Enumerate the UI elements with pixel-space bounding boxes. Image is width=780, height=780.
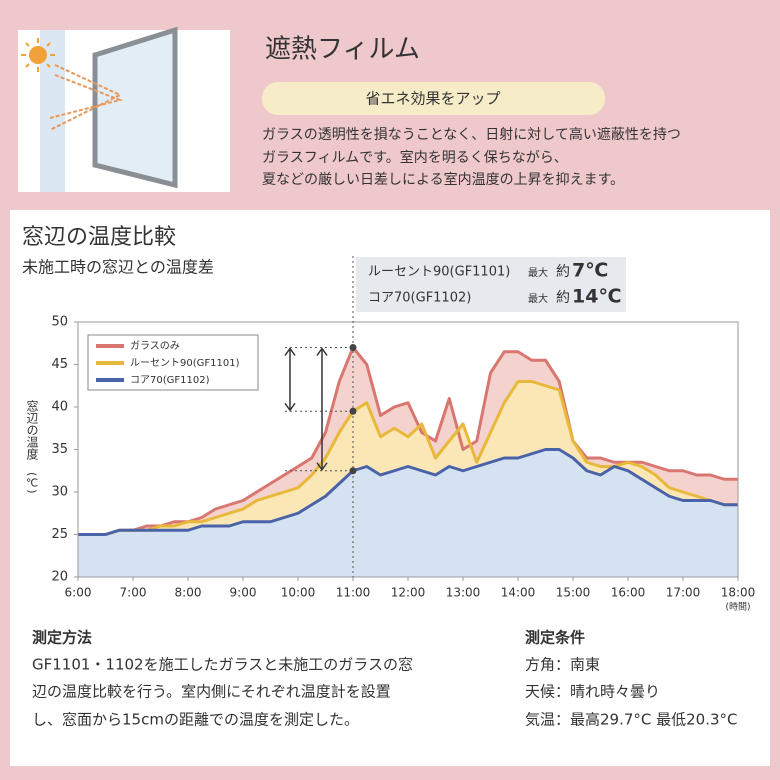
description: ガラスの透明性を損なうことなく、日射に対して高い遮蔽性を持つ	[262, 126, 681, 143]
y-tick-label: 20	[51, 570, 68, 585]
body-text: 辺の温度比較を行う。室内側にそれぞれ温度計を設置	[32, 683, 391, 701]
arrow-head	[284, 347, 296, 412]
annotation-diff: 7℃	[572, 260, 608, 282]
body-text: 天候：晴れ時々曇り	[525, 683, 660, 701]
y-label: 窓辺の温度	[25, 399, 39, 460]
peak-dot	[349, 467, 357, 475]
annotation-max: 最大	[528, 292, 548, 305]
x-tick-label: 17:00	[666, 586, 701, 600]
x-tick-label: 18:00	[721, 586, 756, 600]
x-tick-label: 6:00	[65, 586, 92, 600]
x-tick-label: 14:00	[501, 586, 536, 600]
x-tick-label: 16:00	[611, 586, 646, 600]
y-tick-label: 30	[51, 485, 68, 500]
annotation-diff: 14℃	[572, 286, 621, 308]
legend-label: ルーセント90(GF1101)	[130, 357, 240, 369]
y-tick-label: 25	[51, 527, 68, 542]
body-text: GF1101・1102を施工したガラスと未施工のガラスの窓	[32, 656, 413, 674]
description: 夏などの厳しい日差しによる室内温度の上昇を抑えます。	[262, 171, 624, 188]
y-tick-label: 35	[51, 442, 68, 457]
annotation-approx: 約	[556, 264, 570, 280]
legend-label: コア70(GF1102)	[130, 375, 210, 386]
x-tick-label: 13:00	[446, 586, 481, 600]
badge-text: 省エネ効果をアップ	[365, 90, 500, 108]
section-title: 測定方法	[32, 629, 92, 647]
chart-subtitle: 未施工時の窓辺との温度差	[22, 258, 214, 277]
x-tick-label: 11:00	[336, 586, 371, 600]
x-tick-label: 7:00	[120, 586, 147, 600]
x-tick-label: 9:00	[230, 586, 257, 600]
section-title: 測定条件	[525, 629, 585, 647]
line	[78, 380, 738, 536]
line	[78, 448, 738, 536]
peak-dot	[349, 344, 357, 351]
annotation-max: 最大	[528, 266, 548, 279]
chart-title: 窓辺の温度比較	[22, 225, 176, 250]
y-tick-label: 50	[51, 315, 68, 330]
x-tick-label: 8:00	[175, 586, 202, 600]
illustration	[18, 26, 230, 192]
annotation-approx: 約	[556, 290, 570, 306]
y-unit: (℃)	[26, 472, 39, 494]
x-tick-label: 10:00	[281, 586, 316, 600]
annotation-box	[356, 257, 626, 312]
body-text: 気温：最高29.7°C 最低20.3°C	[525, 711, 738, 729]
annotation-label: コア70(GF1102)	[368, 291, 471, 306]
annotation-label: ルーセント90(GF1101)	[368, 265, 510, 280]
peak-dot	[349, 407, 357, 415]
x-unit: (時間)	[725, 602, 750, 613]
body-text: 方角：南東	[525, 656, 600, 674]
badge	[262, 82, 605, 115]
arrow-head	[316, 347, 328, 472]
legend-label: ガラスのみ	[130, 340, 180, 352]
area	[78, 449, 738, 577]
description: ガラスフィルムです。室内を明るく保ちながら、	[262, 149, 568, 166]
x-tick-label: 12:00	[391, 586, 426, 600]
x-tick-label: 15:00	[556, 586, 591, 600]
y-tick-label: 45	[51, 357, 68, 372]
y-tick-label: 40	[51, 400, 68, 415]
body-text: し、窓面から15cmの距離での温度を測定した。	[32, 711, 359, 729]
header-title: 遮熱フィルム	[265, 35, 420, 65]
